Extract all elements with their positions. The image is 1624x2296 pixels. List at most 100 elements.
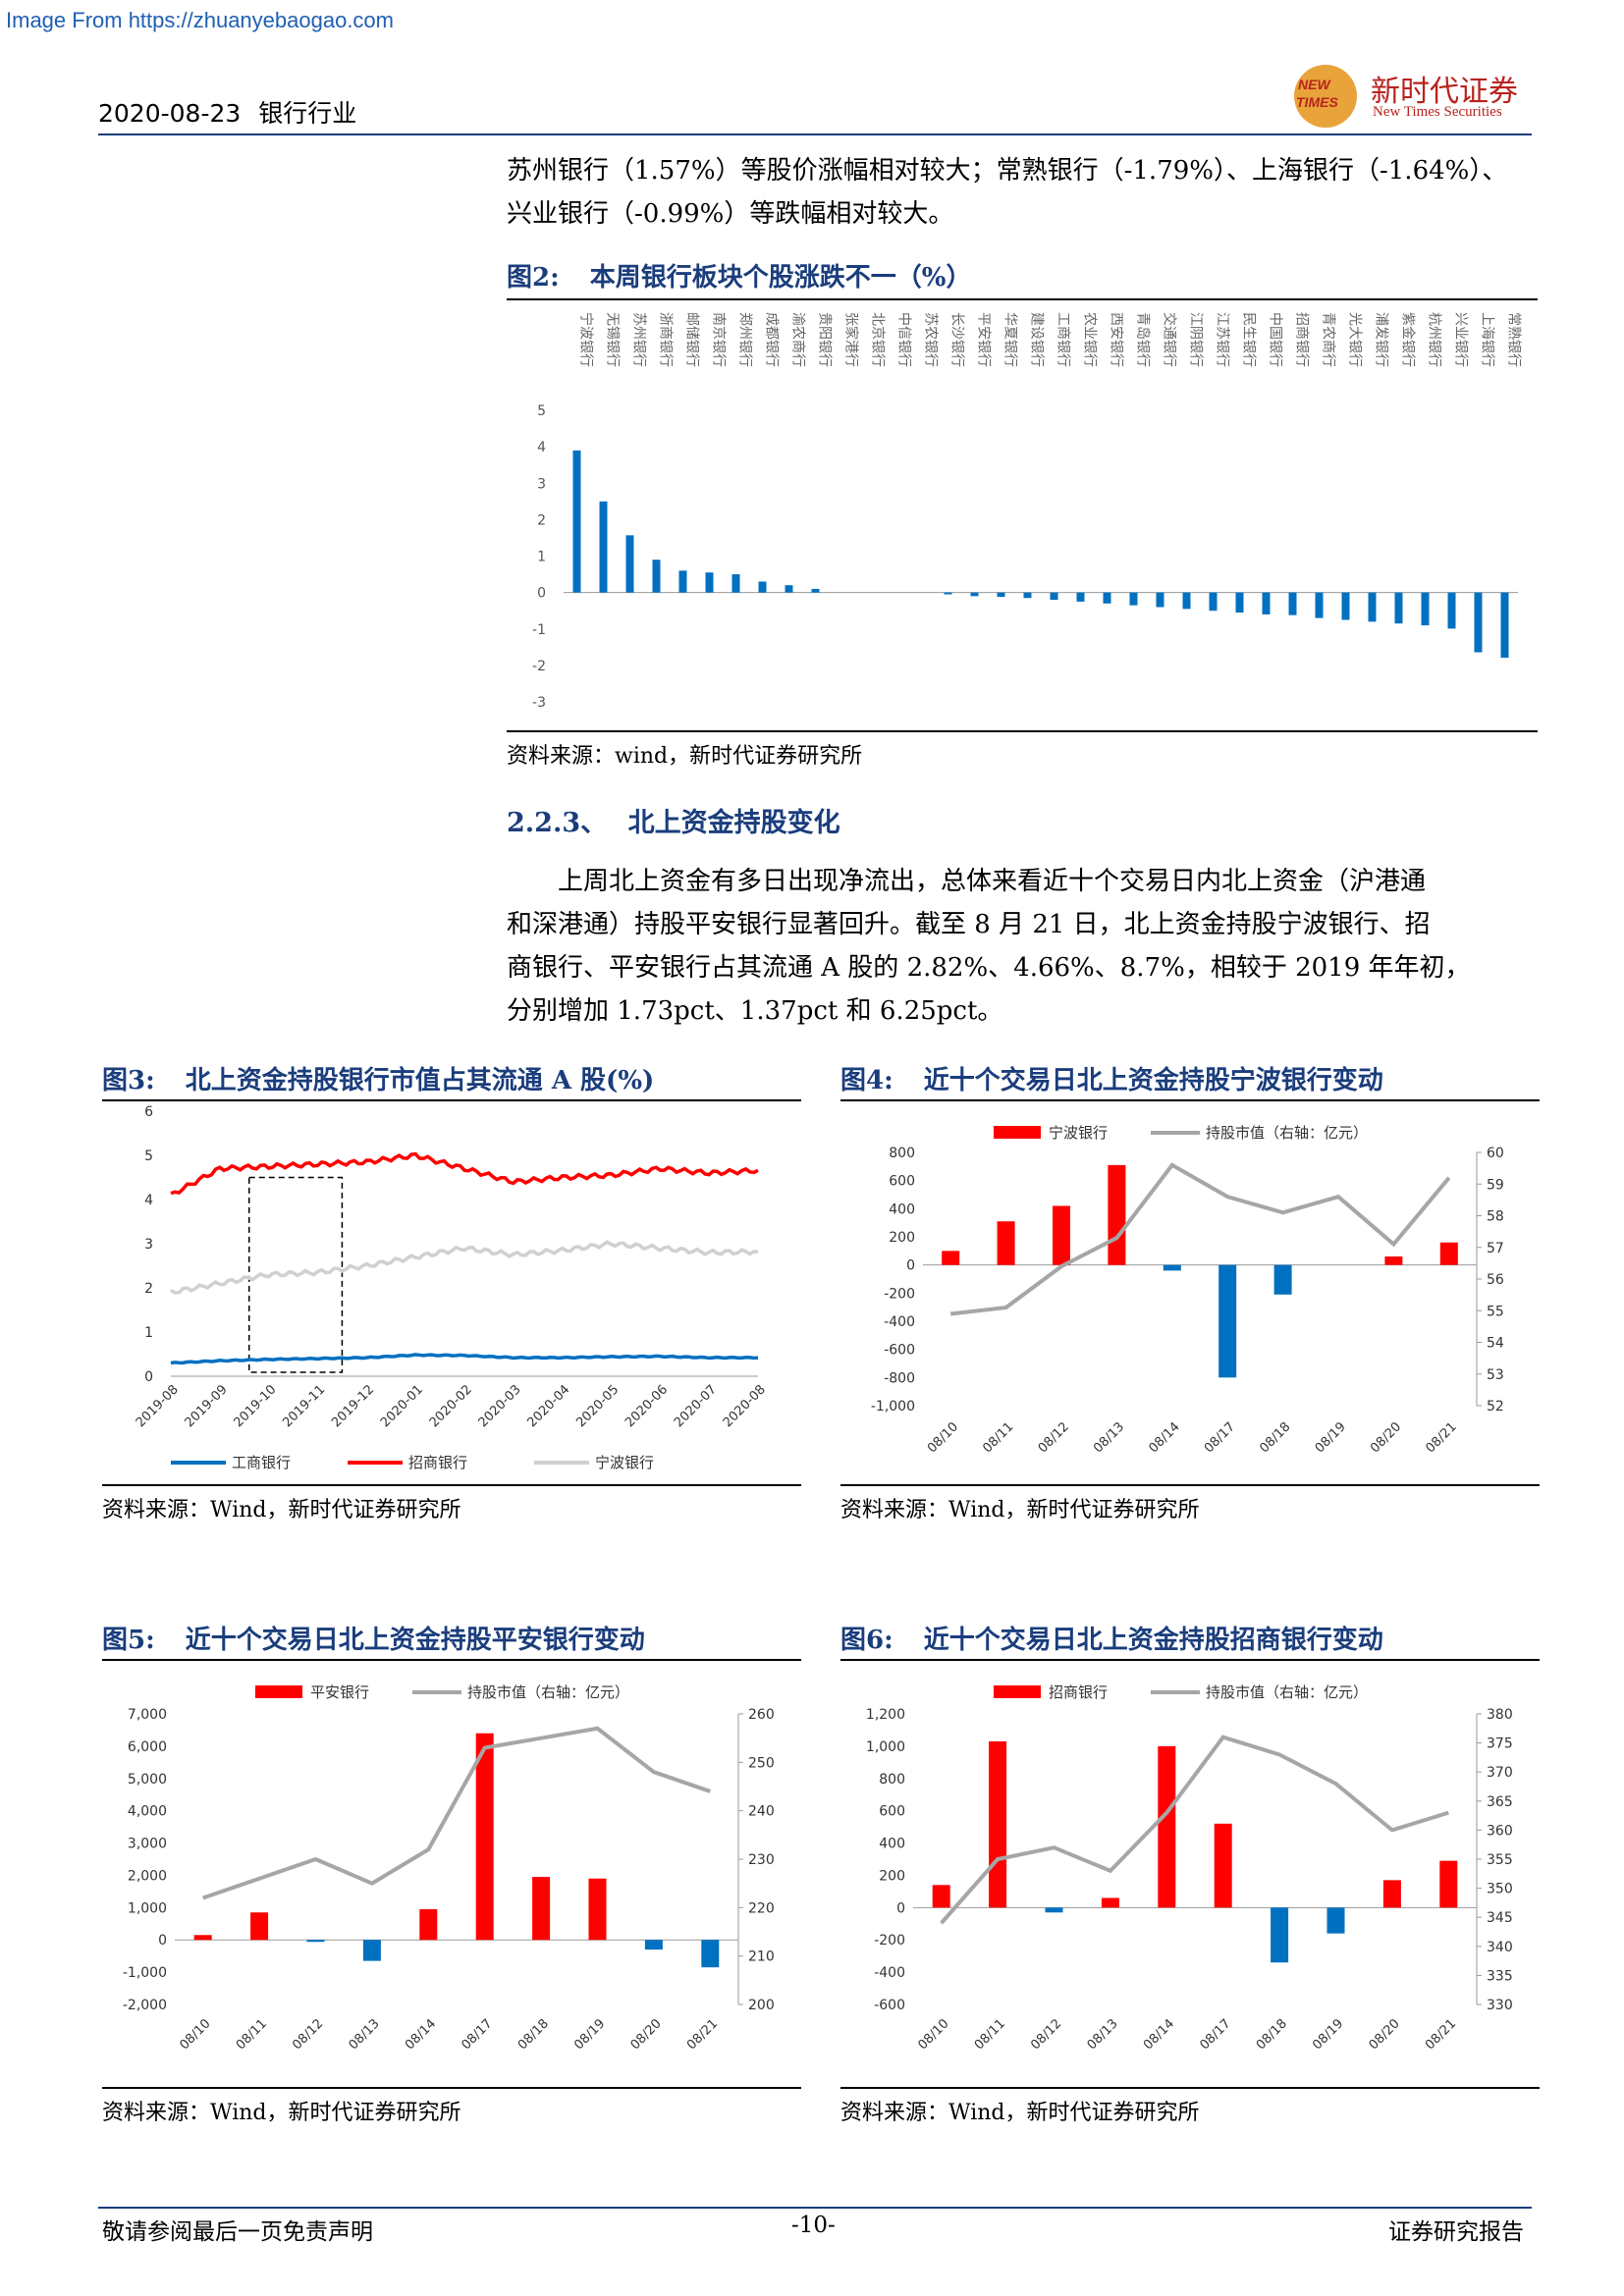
fig3-xtick-label: 2020-07 (672, 1382, 720, 1430)
fig2-title: 图2: 本周银行板块个股涨跌不一（%） (507, 257, 971, 294)
fig2-category-label: 浙商银行 (658, 312, 674, 367)
fig3-series-line (170, 1151, 759, 1196)
fig2-category-label: 交通银行 (1162, 312, 1178, 367)
fig3-legend-label: 工商银行 (232, 1454, 291, 1471)
fig2-bar (758, 581, 767, 593)
fig3-series-line (170, 1353, 759, 1365)
fig2-category-label: 贵阳银行 (817, 312, 833, 367)
section-line: 分别增加 1.73pct、1.37pct 和 6.25pct。 (507, 996, 1003, 1026)
fig2-category-label: 青农商行 (1321, 312, 1336, 367)
fig4-xtick-label: 08/17 (1202, 1419, 1238, 1456)
fig6-legend-bar-label: 招商银行 (1049, 1683, 1108, 1701)
fig5-xtick-label: 08/14 (403, 2016, 439, 2053)
fig2-bar (1182, 592, 1191, 610)
fig4-xtick-label: 08/20 (1368, 1419, 1404, 1456)
fig2-bar (1421, 592, 1430, 626)
fig5-bar (250, 1912, 269, 1941)
fig6-xtick-label: 08/20 (1367, 2016, 1403, 2053)
fig2-bar (970, 592, 979, 597)
fig6-legend-bar-swatch (994, 1685, 1041, 1698)
fig2-category-label: 苏州银行 (631, 312, 647, 367)
fig6-right-ytick-label: 380 (1487, 1707, 1513, 1723)
fig6-title: 图6: 近十个交易日北上资金持股招商银行变动 (840, 1620, 1383, 1656)
fig6-right-ytick-label: 365 (1487, 1794, 1513, 1810)
fig6-right-ytick-label: 340 (1487, 1940, 1513, 1955)
header-industry: 银行行业 (258, 99, 357, 128)
fig6-bar (989, 1740, 1007, 1908)
header-date: 2020-08-23 (98, 99, 242, 128)
section-number: 2.2.3、 (507, 808, 608, 838)
fig6-xtick-label: 08/11 (972, 2016, 1008, 2053)
fig6-chart: 1,200 1,000 800 600 400 200 0 -200 -400 -600 380 37… (866, 1683, 1513, 2053)
fig4-bar (1384, 1256, 1403, 1265)
fig6-left-ytick-label: 400 (879, 1837, 905, 1852)
footer-report-type: 证券研究报告 (1388, 2219, 1524, 2245)
fig3-title-text: 北上资金持股银行市值占其流通 A 股(%) (185, 1066, 655, 1095)
fig2-ytick-label: -3 (532, 695, 546, 711)
fig4-source: 资料来源：Wind，新时代证券研究所 (840, 1498, 1200, 1522)
fig4-bar (942, 1251, 960, 1265)
fig2-bar (811, 588, 820, 593)
fig4-left-ytick-label: -200 (884, 1286, 915, 1302)
fig5-bar (362, 1940, 381, 1961)
fig2-category-label: 浦发银行 (1374, 312, 1389, 367)
logo-badge-icon: NEW TIMES (1294, 65, 1357, 128)
fig2-top-rule (507, 298, 1538, 300)
fig3-xtick-label: 2020-04 (524, 1382, 572, 1430)
fig2-bar (1474, 592, 1483, 653)
fig2-category-label: 招商银行 (1294, 312, 1310, 367)
fig5-chart: 7,000 6,000 5,000 4,000 3,000 2,000 1,000 0 -1,0… (123, 1683, 775, 2053)
fig6-bar (1158, 1745, 1176, 1908)
fig2-category-label: 苏农银行 (923, 312, 939, 367)
fig5-left-ytick-label: 0 (158, 1933, 167, 1949)
fig3-ytick-label: 4 (144, 1193, 153, 1208)
fig4-label: 图4: (840, 1066, 893, 1095)
fig2-bar (705, 572, 714, 593)
fig3-top-rule (102, 1099, 801, 1101)
fig4-right-ytick-label: 59 (1487, 1177, 1504, 1193)
fig2-category-label: 光大银行 (1347, 312, 1363, 367)
fig6-xtick-label: 08/21 (1423, 2016, 1459, 2053)
fig2-bar (1209, 592, 1218, 612)
fig2-category-label: 建设银行 (1029, 312, 1045, 367)
fig6-right-ytick-label: 350 (1487, 1882, 1513, 1897)
fig2-category-label: 郑州银行 (737, 312, 753, 367)
section-paragraph: 上周北上资金有多日出现净流出，总体来看近十个交易日内北上资金（沪港通 和深港通）… (507, 860, 1538, 1033)
fig4-left-ytick-label: 0 (906, 1258, 915, 1274)
fig5-left-ytick-label: 7,000 (128, 1707, 167, 1723)
fig5-legend-line-label: 持股市值（右轴：亿元） (467, 1683, 629, 1701)
footer-disclaimer: 敬请参阅最后一页免责声明 (102, 2219, 373, 2245)
footer-rule (98, 2207, 1532, 2209)
fig5-right-ytick-label: 210 (748, 1949, 775, 1965)
fig3-label: 图3: (102, 1066, 155, 1095)
fig3-ytick-label: 2 (144, 1281, 153, 1297)
fig4-xtick-label: 08/10 (925, 1419, 961, 1456)
fig2-ytick-label: 2 (537, 512, 546, 528)
fig6-left-ytick-label: 0 (896, 1900, 905, 1916)
fig4-xtick-label: 08/11 (980, 1419, 1016, 1456)
fig2-bar (731, 574, 740, 593)
fig6-right-ytick-label: 360 (1487, 1823, 1513, 1839)
fig6-xtick-label: 08/12 (1028, 2016, 1064, 2053)
fig4-title: 图4: 近十个交易日北上资金持股宁波银行变动 (840, 1060, 1383, 1096)
fig4-right-ytick-label: 55 (1487, 1304, 1504, 1319)
fig2-source: 资料来源：wind，新时代证券研究所 (507, 744, 863, 769)
fig4-bar (1108, 1164, 1126, 1265)
fig6-left-ytick-label: -200 (874, 1933, 905, 1949)
fig4-top-rule (840, 1099, 1540, 1101)
fig5-right-ytick-label: 220 (748, 1900, 775, 1916)
fig5-xtick-label: 08/17 (459, 2016, 495, 2053)
fig2-category-label: 上海银行 (1480, 312, 1495, 367)
fig5-xtick-label: 08/12 (290, 2016, 326, 2053)
fig2-bar (625, 535, 634, 593)
fig6-bar (1271, 1907, 1289, 1963)
fig5-left-ytick-label: 3,000 (128, 1837, 167, 1852)
fig2-bar (572, 450, 581, 593)
fig6-right-ytick-label: 370 (1487, 1765, 1513, 1781)
fig5-xtick-label: 08/11 (234, 2016, 270, 2053)
fig6-left-ytick-label: -600 (874, 1998, 905, 2013)
fig2-bar (1235, 592, 1244, 614)
fig4-xtick-label: 08/13 (1091, 1419, 1127, 1456)
fig2-bar (1447, 592, 1456, 629)
